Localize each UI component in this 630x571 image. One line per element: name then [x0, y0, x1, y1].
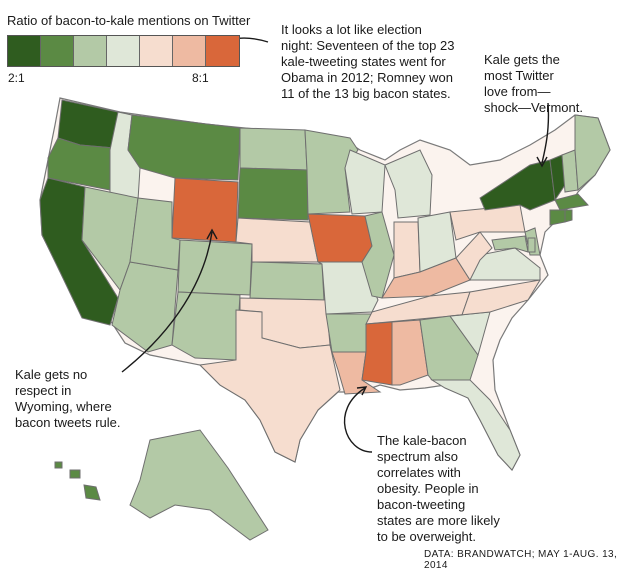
state-ks — [249, 261, 325, 301]
state-nc — [449, 279, 541, 317]
state-al — [391, 319, 429, 386]
state-hi — [54, 461, 101, 501]
state-sd — [237, 167, 309, 221]
state-ia — [307, 213, 373, 263]
state-mi — [384, 149, 433, 219]
legend-swatch — [206, 36, 239, 66]
state-ct — [549, 209, 566, 226]
legend-swatch — [41, 36, 74, 66]
wyoming-arrowhead — [206, 228, 218, 240]
legend-swatch — [74, 36, 107, 66]
legend-max-label: 8:1 — [192, 71, 209, 85]
state-md — [491, 235, 529, 253]
legend-min-label: 2:1 — [8, 71, 25, 85]
state-wi — [344, 149, 386, 215]
state-ri — [564, 209, 573, 223]
legend-swatch — [8, 36, 41, 66]
state-ny — [479, 159, 556, 211]
state-ut — [129, 197, 181, 271]
state-ar — [325, 313, 373, 353]
data-credit: DATA: BRANDWATCH; MAY 1-AUG. 13, 2014 — [424, 549, 618, 571]
legend-title: Ratio of bacon-to-kale mentions on Twitt… — [7, 13, 251, 28]
state-tx — [198, 309, 341, 463]
state-nd — [239, 127, 308, 171]
obesity-annotation: The kale-bacon spectrum also correlates … — [377, 433, 500, 544]
legend-swatch — [107, 36, 140, 66]
state-wv — [455, 231, 493, 282]
state-nm — [171, 291, 241, 361]
vermont-arrowhead — [536, 156, 548, 168]
state-ms — [361, 321, 393, 386]
state-fl — [430, 379, 521, 471]
election-annotation: It looks a lot like election night: Seve… — [281, 22, 455, 101]
legend-color-scale — [7, 35, 240, 67]
state-mn — [304, 129, 359, 215]
state-me — [574, 114, 611, 192]
wyoming-arrow — [121, 231, 213, 373]
states-layer — [39, 99, 611, 541]
state-il — [361, 211, 395, 299]
obesity-arrow — [343, 387, 373, 453]
vermont-arrow — [541, 102, 550, 164]
obesity-arrowhead — [356, 386, 368, 396]
state-ak — [129, 429, 269, 541]
legend-swatch — [173, 36, 206, 66]
state-co — [177, 239, 253, 296]
state-ma — [554, 193, 589, 211]
legend-swatch — [140, 36, 173, 66]
vermont-annotation: Kale gets the most Twitter love from— sh… — [484, 52, 583, 115]
state-wy — [171, 177, 239, 243]
state-de — [527, 237, 536, 253]
wyoming-annotation: Kale gets no respect in Wyoming, where b… — [15, 367, 121, 430]
state-in — [393, 221, 421, 279]
